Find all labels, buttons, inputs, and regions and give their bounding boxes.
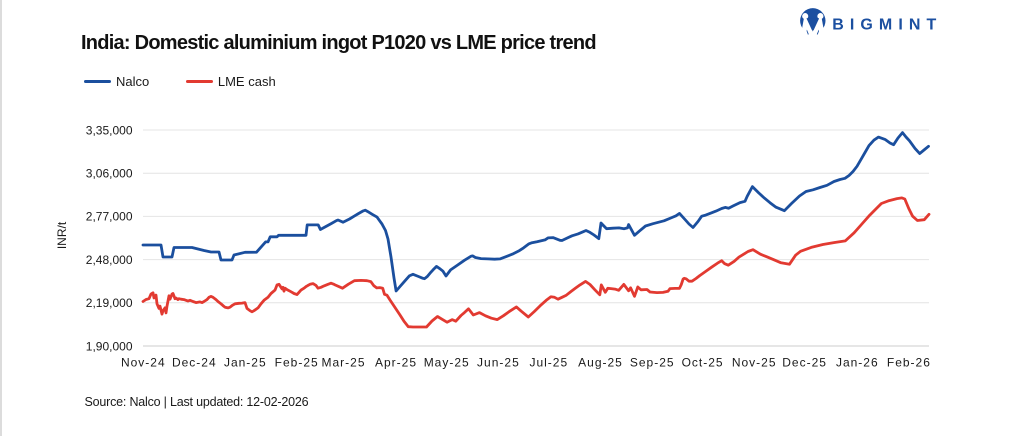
svg-text:Nov-25: Nov-25 [732,356,777,370]
svg-text:BIGMINT: BIGMINT [832,17,942,34]
svg-text:INR/t: INR/t [55,221,69,249]
svg-text:Nov-24: Nov-24 [121,356,166,370]
svg-text:Oct-25: Oct-25 [682,356,724,370]
svg-text:Feb-25: Feb-25 [275,356,319,370]
svg-text:1,90,000: 1,90,000 [86,339,133,353]
svg-text:3,35,000: 3,35,000 [86,123,133,137]
svg-text:Aug-25: Aug-25 [578,356,623,370]
svg-text:May-25: May-25 [424,356,470,370]
svg-text:Mar-25: Mar-25 [321,356,365,370]
svg-text:Sep-25: Sep-25 [630,356,675,370]
svg-text:2,77,000: 2,77,000 [86,210,133,224]
svg-text:2,19,000: 2,19,000 [86,296,133,310]
svg-text:2,48,000: 2,48,000 [86,253,133,267]
svg-text:3,06,000: 3,06,000 [86,167,133,181]
svg-text:Jul-25: Jul-25 [529,356,568,370]
svg-text:Dec-25: Dec-25 [782,356,827,370]
svg-text:Dec-24: Dec-24 [172,356,217,370]
svg-text:Feb-26: Feb-26 [887,356,931,370]
svg-text:Jan-26: Jan-26 [836,356,879,370]
svg-text:Apr-25: Apr-25 [375,356,417,370]
svg-text:Jun-25: Jun-25 [477,356,520,370]
svg-text:Jan-25: Jan-25 [224,356,267,370]
